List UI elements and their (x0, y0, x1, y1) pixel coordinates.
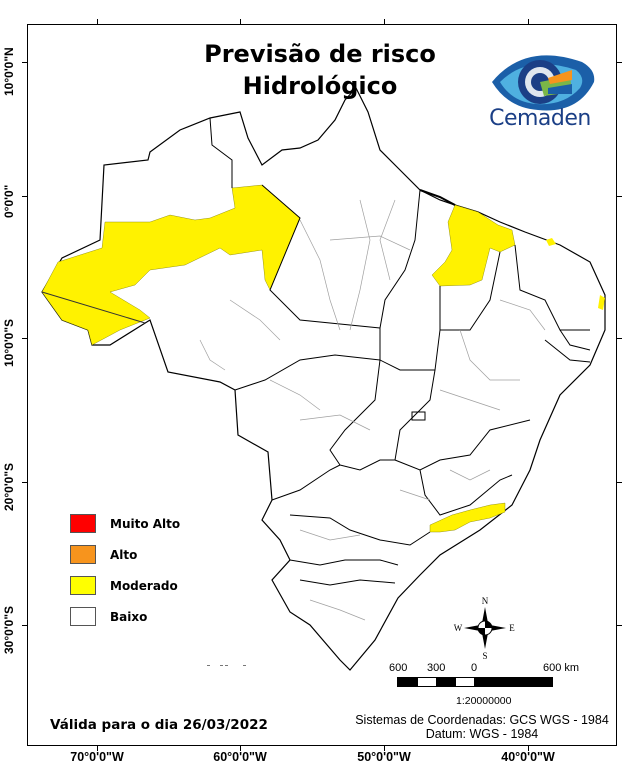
svg-text:N: N (482, 596, 489, 606)
tick (97, 746, 98, 751)
tick (617, 62, 622, 63)
scale-label: 0 (471, 662, 478, 674)
svg-text:W: W (454, 623, 463, 633)
tick (528, 746, 529, 751)
longitude-label: 50°0'0"W (357, 750, 411, 764)
legend-swatch-red (70, 514, 96, 533)
state-border (299, 579, 396, 586)
tick (22, 338, 27, 339)
legend-swatch-white (70, 607, 96, 626)
scale-label: 300 (427, 662, 446, 674)
tick (240, 746, 241, 751)
cemaden-logo-text: Cemaden (489, 106, 591, 131)
valid-date-label: Válida para o dia 26/03/2022 (50, 717, 268, 733)
latitude-label: 10°0'0"S (2, 318, 16, 367)
scale-label: 600 (389, 662, 408, 674)
state-border (234, 354, 381, 391)
risk-area-moderate-ceara (546, 238, 556, 246)
legend-swatch-yellow (70, 576, 96, 595)
state-border (439, 251, 501, 331)
state-border (271, 464, 341, 501)
legend-item-alto: Alto (70, 539, 180, 570)
tick (22, 62, 27, 63)
scale-label: 600 km (543, 662, 580, 674)
tick (617, 196, 622, 197)
state-border (559, 329, 591, 351)
valid-date: 26/03/2022 (182, 717, 268, 733)
north-arrow-icon: N S W E (454, 596, 516, 661)
tick (22, 625, 27, 626)
latitude-label: 0°0'0" (2, 184, 16, 218)
legend-label: Baixo (110, 609, 148, 624)
datum: Datum: WGS - 1984 (425, 727, 539, 741)
valid-label: Válida para o dia (50, 717, 179, 733)
state-border (514, 244, 590, 331)
svg-text:E: E (509, 623, 515, 633)
tick (22, 482, 27, 483)
tick (617, 482, 622, 483)
title-line-2: Hidrológico (242, 72, 398, 100)
state-border (544, 339, 591, 363)
tick (22, 196, 27, 197)
state-border (261, 184, 381, 329)
tick (97, 19, 98, 24)
legend-label: Alto (110, 547, 138, 562)
state-border (339, 459, 395, 471)
legend-label: Moderado (110, 578, 178, 593)
tick (240, 19, 241, 24)
brazil-map (41, 86, 606, 671)
legend-swatch-orange (70, 545, 96, 564)
state-border (329, 359, 381, 466)
risk-area-moderate-amazon (41, 184, 301, 346)
risk-area-moderate-east-coast (598, 295, 605, 310)
coordinate-info: Sistemas de Coordenadas: GCS WGS - 1984 … (350, 713, 614, 741)
map-title: Previsão de risco Hidrológico (160, 38, 480, 102)
legend: Muito Alto Alto Moderado Baixo (70, 508, 180, 632)
federal-district (411, 411, 426, 421)
state-border (41, 291, 146, 324)
longitude-label: 60°0'0"W (213, 750, 267, 764)
risk-area-moderate-maranhao (431, 204, 516, 287)
tick (617, 625, 622, 626)
longitude-label: 40°0'0"W (501, 750, 555, 764)
tick (384, 746, 385, 751)
coord-system: Sistemas de Coordenadas: GCS WGS - 1984 (355, 713, 609, 727)
latitude-label: 30°0'0"S (2, 605, 16, 654)
latitude-label: 20°0'0"S (2, 462, 16, 511)
latitude-label: 10°0'0"N (2, 47, 16, 96)
tick (528, 19, 529, 24)
state-border (419, 469, 513, 516)
cemaden-logo-icon (492, 55, 595, 111)
risk-area-moderate-southeast (429, 502, 506, 533)
state-border (209, 117, 233, 188)
tick (384, 19, 385, 24)
legend-item-baixo: Baixo (70, 601, 180, 632)
coastline (419, 189, 456, 206)
title-line-1: Previsão de risco (204, 40, 436, 68)
legend-label: Muito Alto (110, 516, 181, 531)
tick (617, 338, 622, 339)
scale-bar (397, 677, 553, 687)
longitude-label: 70°0'0"W (70, 750, 124, 764)
scale-ratio: 1:20000000 (456, 695, 512, 707)
state-border (379, 189, 421, 329)
state-border (289, 514, 431, 546)
state-border (289, 559, 399, 566)
map-frame (27, 24, 617, 746)
legend-item-moderado: Moderado (70, 570, 180, 601)
svg-text:S: S (482, 651, 487, 661)
state-border (379, 328, 441, 371)
legend-item-muito-alto: Muito Alto (70, 508, 180, 539)
